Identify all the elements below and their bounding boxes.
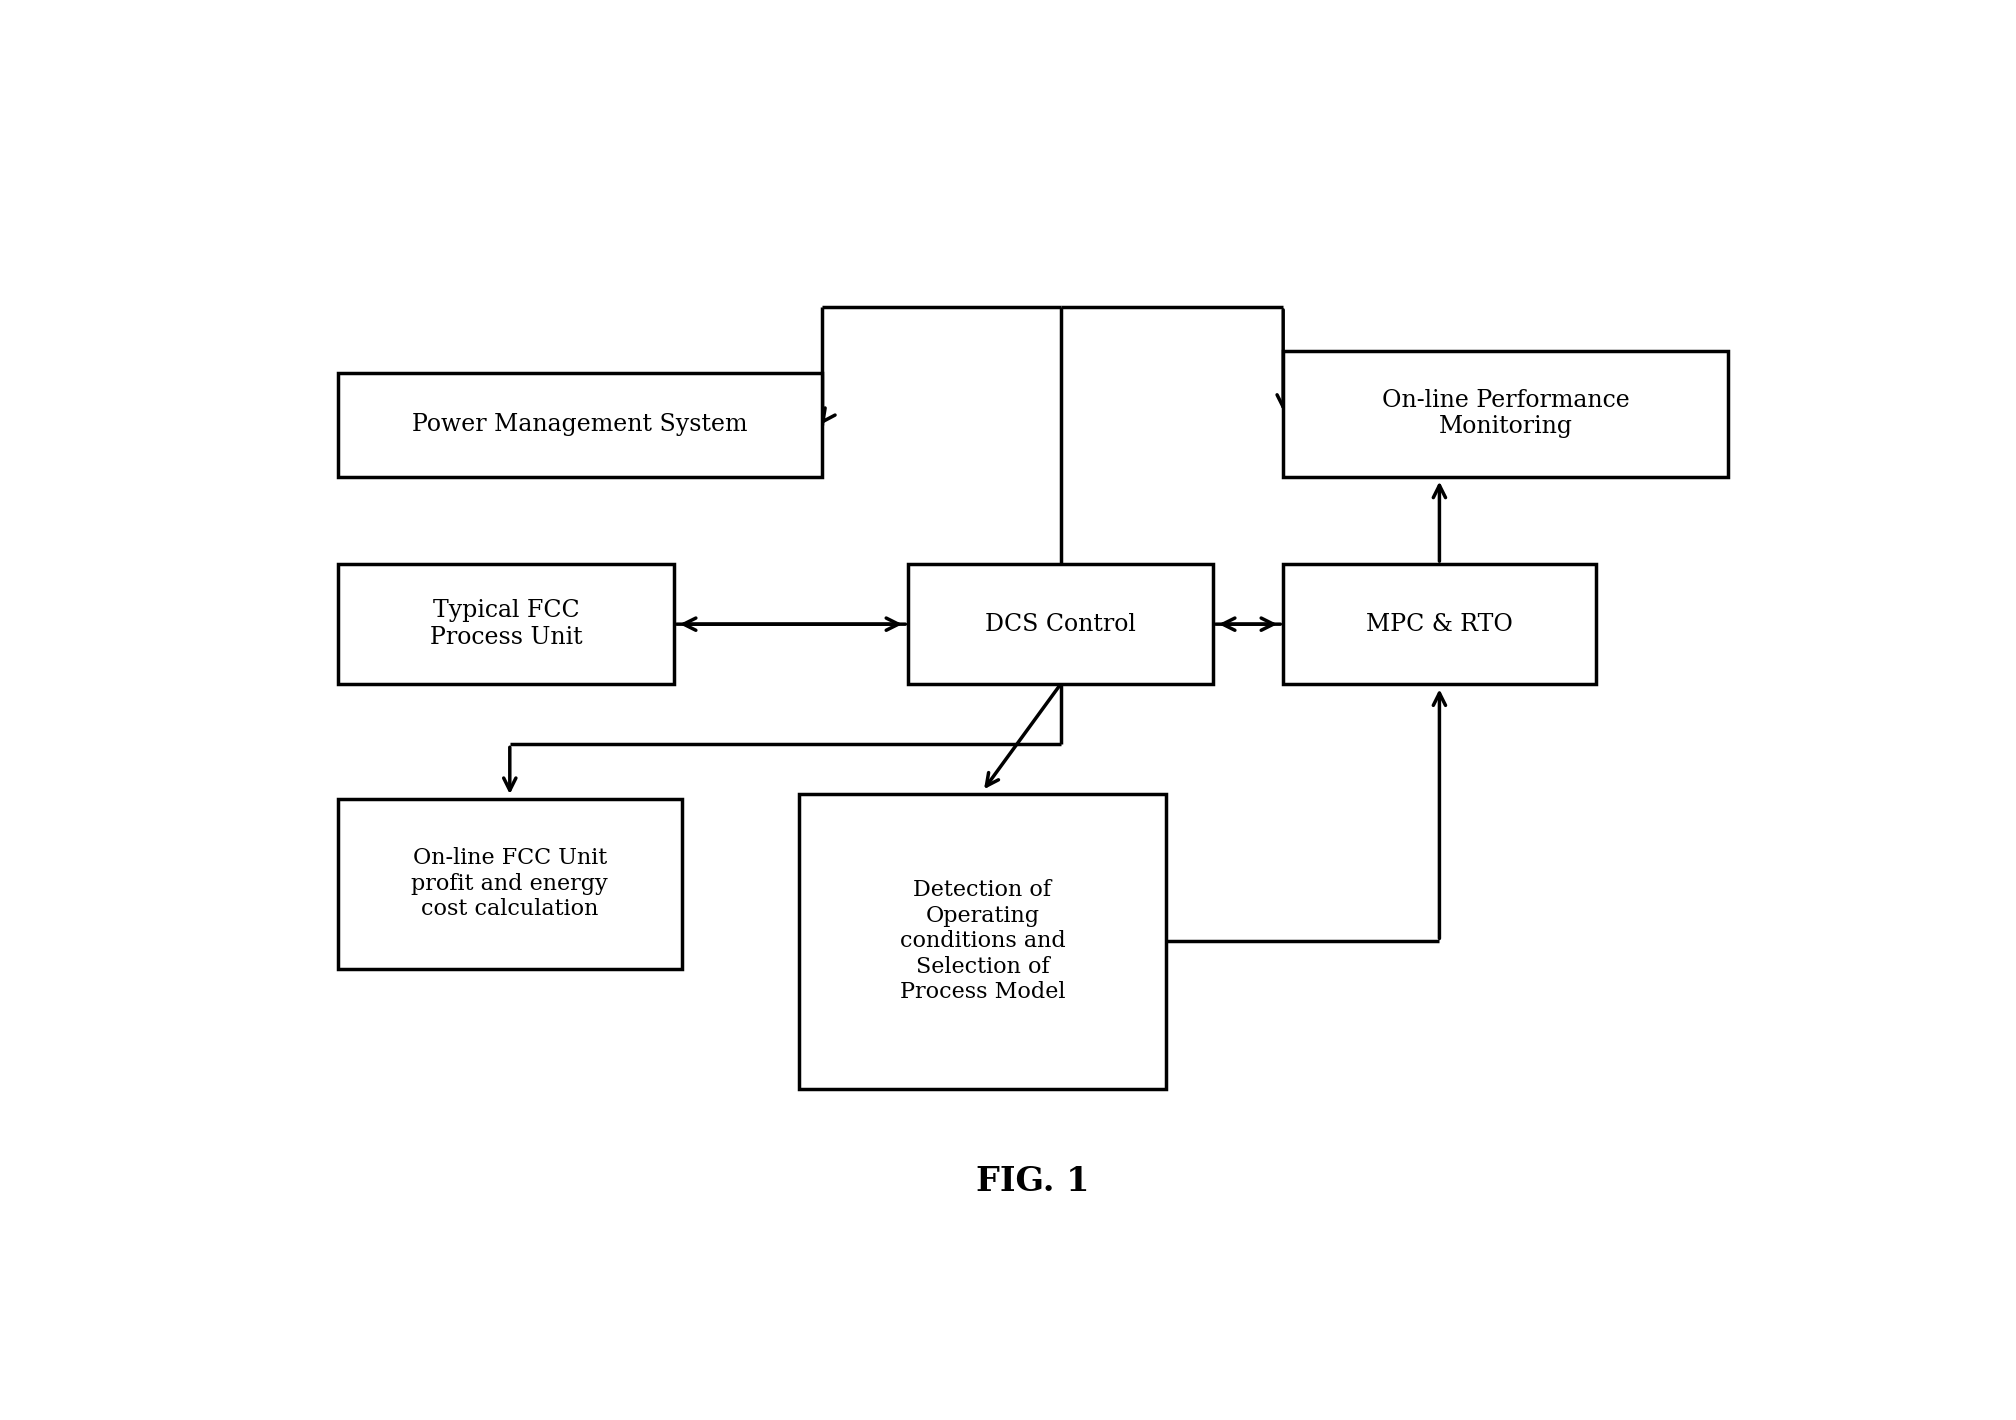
Text: Power Management System: Power Management System bbox=[413, 413, 748, 436]
Bar bbox=[798, 794, 1165, 1089]
Text: MPC & RTO: MPC & RTO bbox=[1367, 612, 1512, 636]
Bar bbox=[339, 372, 823, 477]
Bar bbox=[907, 564, 1214, 684]
Bar bbox=[1284, 564, 1597, 684]
Text: FIG. 1: FIG. 1 bbox=[976, 1166, 1091, 1198]
Bar bbox=[339, 564, 673, 684]
Text: Detection of
Operating
conditions and
Selection of
Process Model: Detection of Operating conditions and Se… bbox=[899, 879, 1064, 1003]
Text: DCS Control: DCS Control bbox=[986, 612, 1135, 636]
Bar bbox=[1284, 351, 1728, 477]
Bar bbox=[339, 799, 681, 968]
Text: On-line Performance
Monitoring: On-line Performance Monitoring bbox=[1381, 389, 1629, 439]
Text: On-line FCC Unit
profit and energy
cost calculation: On-line FCC Unit profit and energy cost … bbox=[411, 848, 609, 920]
Text: Typical FCC
Process Unit: Typical FCC Process Unit bbox=[429, 599, 583, 649]
